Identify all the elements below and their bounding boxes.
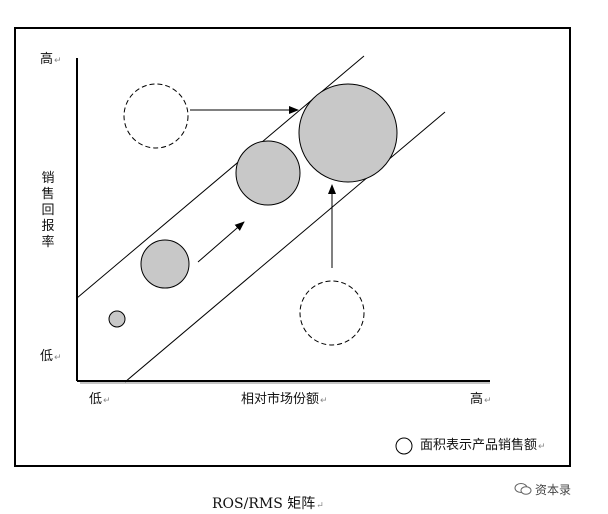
- x-axis-title: 相对市场份额↵: [241, 392, 328, 407]
- y-axis-low-label: 低↵: [40, 349, 62, 364]
- diagram-frame: [14, 27, 571, 467]
- product-large: [235, 140, 301, 206]
- band-lower-line: [124, 111, 446, 383]
- y-axis-title: 销售回报率: [41, 171, 55, 250]
- product-largest: [298, 83, 398, 183]
- wechat-icon: [514, 483, 532, 495]
- product-bottom-right: [299, 280, 365, 346]
- figure-caption: ROS/RMS 矩阵↵: [212, 496, 324, 512]
- product-medium: [140, 239, 190, 289]
- x-axis-low-label: 低↵: [89, 392, 111, 407]
- watermark: 资本录: [514, 481, 571, 498]
- arrow-diagonal: [197, 221, 245, 263]
- product-small: [108, 310, 126, 328]
- legend-label: 面积表示产品销售额↵: [420, 438, 546, 453]
- legend-circle-icon: [395, 437, 413, 455]
- product-left-top: [123, 83, 189, 149]
- x-axis-high-label: 高↵: [470, 392, 492, 407]
- y-axis-high-label: 高↵: [40, 52, 62, 67]
